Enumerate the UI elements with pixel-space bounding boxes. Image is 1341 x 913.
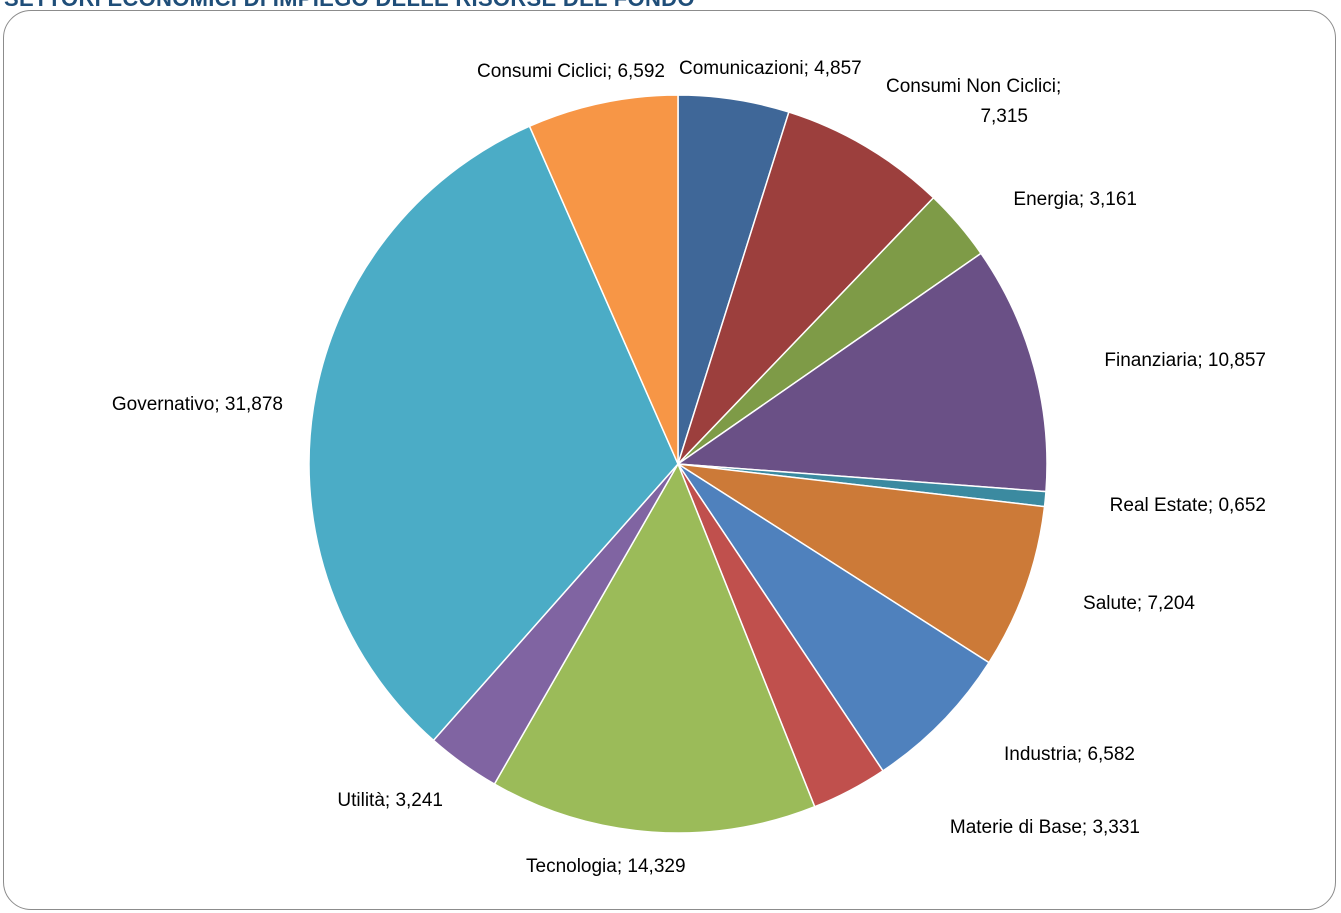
data-label-finanziaria: Finanziaria; 10,857 [1104,350,1266,371]
data-label-energia: Energia; 3,161 [1013,189,1137,210]
pie-labels: Comunicazioni; 4,857 Consumi Non Ciclici;… [112,58,1266,877]
pie-slice-industria [677,463,991,772]
data-label-tecnologia: Tecnologia; 14,329 [526,856,686,877]
data-label-governativo: Governativo; 31,878 [112,394,283,415]
pie-slice-salute [677,463,1046,664]
pie-slice-finanziaria [675,252,1048,493]
data-label-comunicazioni: Comunicazioni; 4,857 [679,58,862,79]
data-label-consumi-ciclici: Consumi Ciclici; 6,592 [477,61,665,82]
data-label-industria: Industria; 6,582 [1004,744,1135,765]
data-label-utilita: Utilità; 3,241 [337,790,443,811]
data-label-consumi-non-ciclici: Consumi Non Ciclici; 7,315 [886,76,1061,127]
pie-slice-tecnologia [493,462,816,834]
data-label-salute: Salute; 7,204 [1083,593,1195,614]
data-label-real-estate: Real Estate; 0,652 [1110,495,1266,516]
pie-slices [308,94,1048,834]
page-title: SETTORI ECONOMICI DI IMPIEGO DELLE RISOR… [4,0,695,12]
data-label-materie-di-base: Materie di Base; 3,331 [950,817,1140,838]
pie-slice-governativo [308,125,679,742]
pie-slice-consumi-non-ciclici [677,111,935,465]
pie-slice-consumi-ciclici [528,94,679,465]
